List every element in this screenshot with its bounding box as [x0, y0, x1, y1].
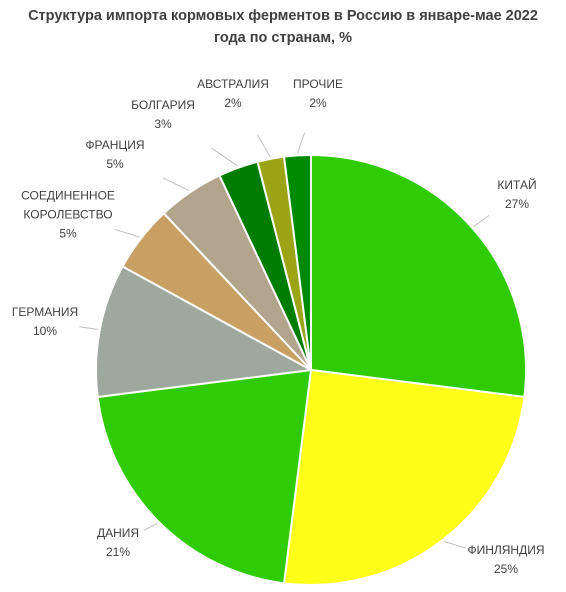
slice-label: КИТАЙ 27% [497, 176, 536, 214]
pie-slice [96, 368, 313, 585]
chart-title: Структура импорта кормовых ферментов в Р… [28, 8, 538, 46]
value-label: 2% [224, 96, 242, 110]
slice-label: ФИНЛЯНДИЯ 25% [467, 541, 544, 579]
category-label: СОЕДИНЕННОЕ КОРОЛЕВСТВО [21, 188, 115, 222]
category-label: ФРАНЦИЯ [85, 138, 145, 152]
pie-slice [310, 153, 527, 399]
leader-line [143, 522, 158, 531]
category-label: БОЛГАРИЯ [131, 98, 195, 112]
value-label: 27% [504, 197, 530, 211]
category-label: ДАНИЯ [96, 526, 140, 540]
category-label: ФИНЛЯНДИЯ [467, 543, 545, 557]
value-label: 5% [59, 226, 77, 241]
slice-label: ПРОЧИЕ 2% [293, 75, 343, 113]
value-label: 3% [154, 117, 172, 131]
leader-line [211, 147, 238, 167]
leader-line [79, 326, 98, 330]
value-label: 21% [105, 545, 131, 559]
slice-label: БОЛГАРИЯ 3% [131, 96, 195, 134]
leader-line [256, 134, 271, 158]
leader-line [296, 132, 306, 154]
slice-label: ФРАНЦИЯ 5% [85, 136, 144, 174]
leader-line [473, 215, 490, 227]
category-label: КИТАЙ [497, 178, 537, 192]
category-label: ГЕРМАНИЯ [11, 305, 79, 319]
pie-slice [282, 368, 526, 586]
category-label: АВСТРАЛИЯ [197, 77, 269, 91]
category-label: ПРОЧИЕ [292, 77, 344, 91]
value-label: 2% [309, 96, 327, 110]
pie-slice [282, 153, 312, 371]
pie-slice [95, 265, 315, 399]
slice-label: ГЕРМАНИЯ 10% [12, 303, 78, 341]
value-label: 10% [32, 324, 58, 338]
value-label: 25% [493, 562, 519, 576]
slice-label: ДАНИЯ 21% [97, 524, 139, 562]
value-label: 5% [106, 157, 124, 171]
slice-label: АВСТРАЛИЯ 2% [197, 75, 269, 113]
leader-line [443, 540, 466, 549]
leader-line [114, 228, 140, 238]
leader-line [162, 177, 190, 191]
slice-label: СОЕДИНЕННОЕ КОРОЛЕВСТВО 5% [13, 187, 123, 244]
